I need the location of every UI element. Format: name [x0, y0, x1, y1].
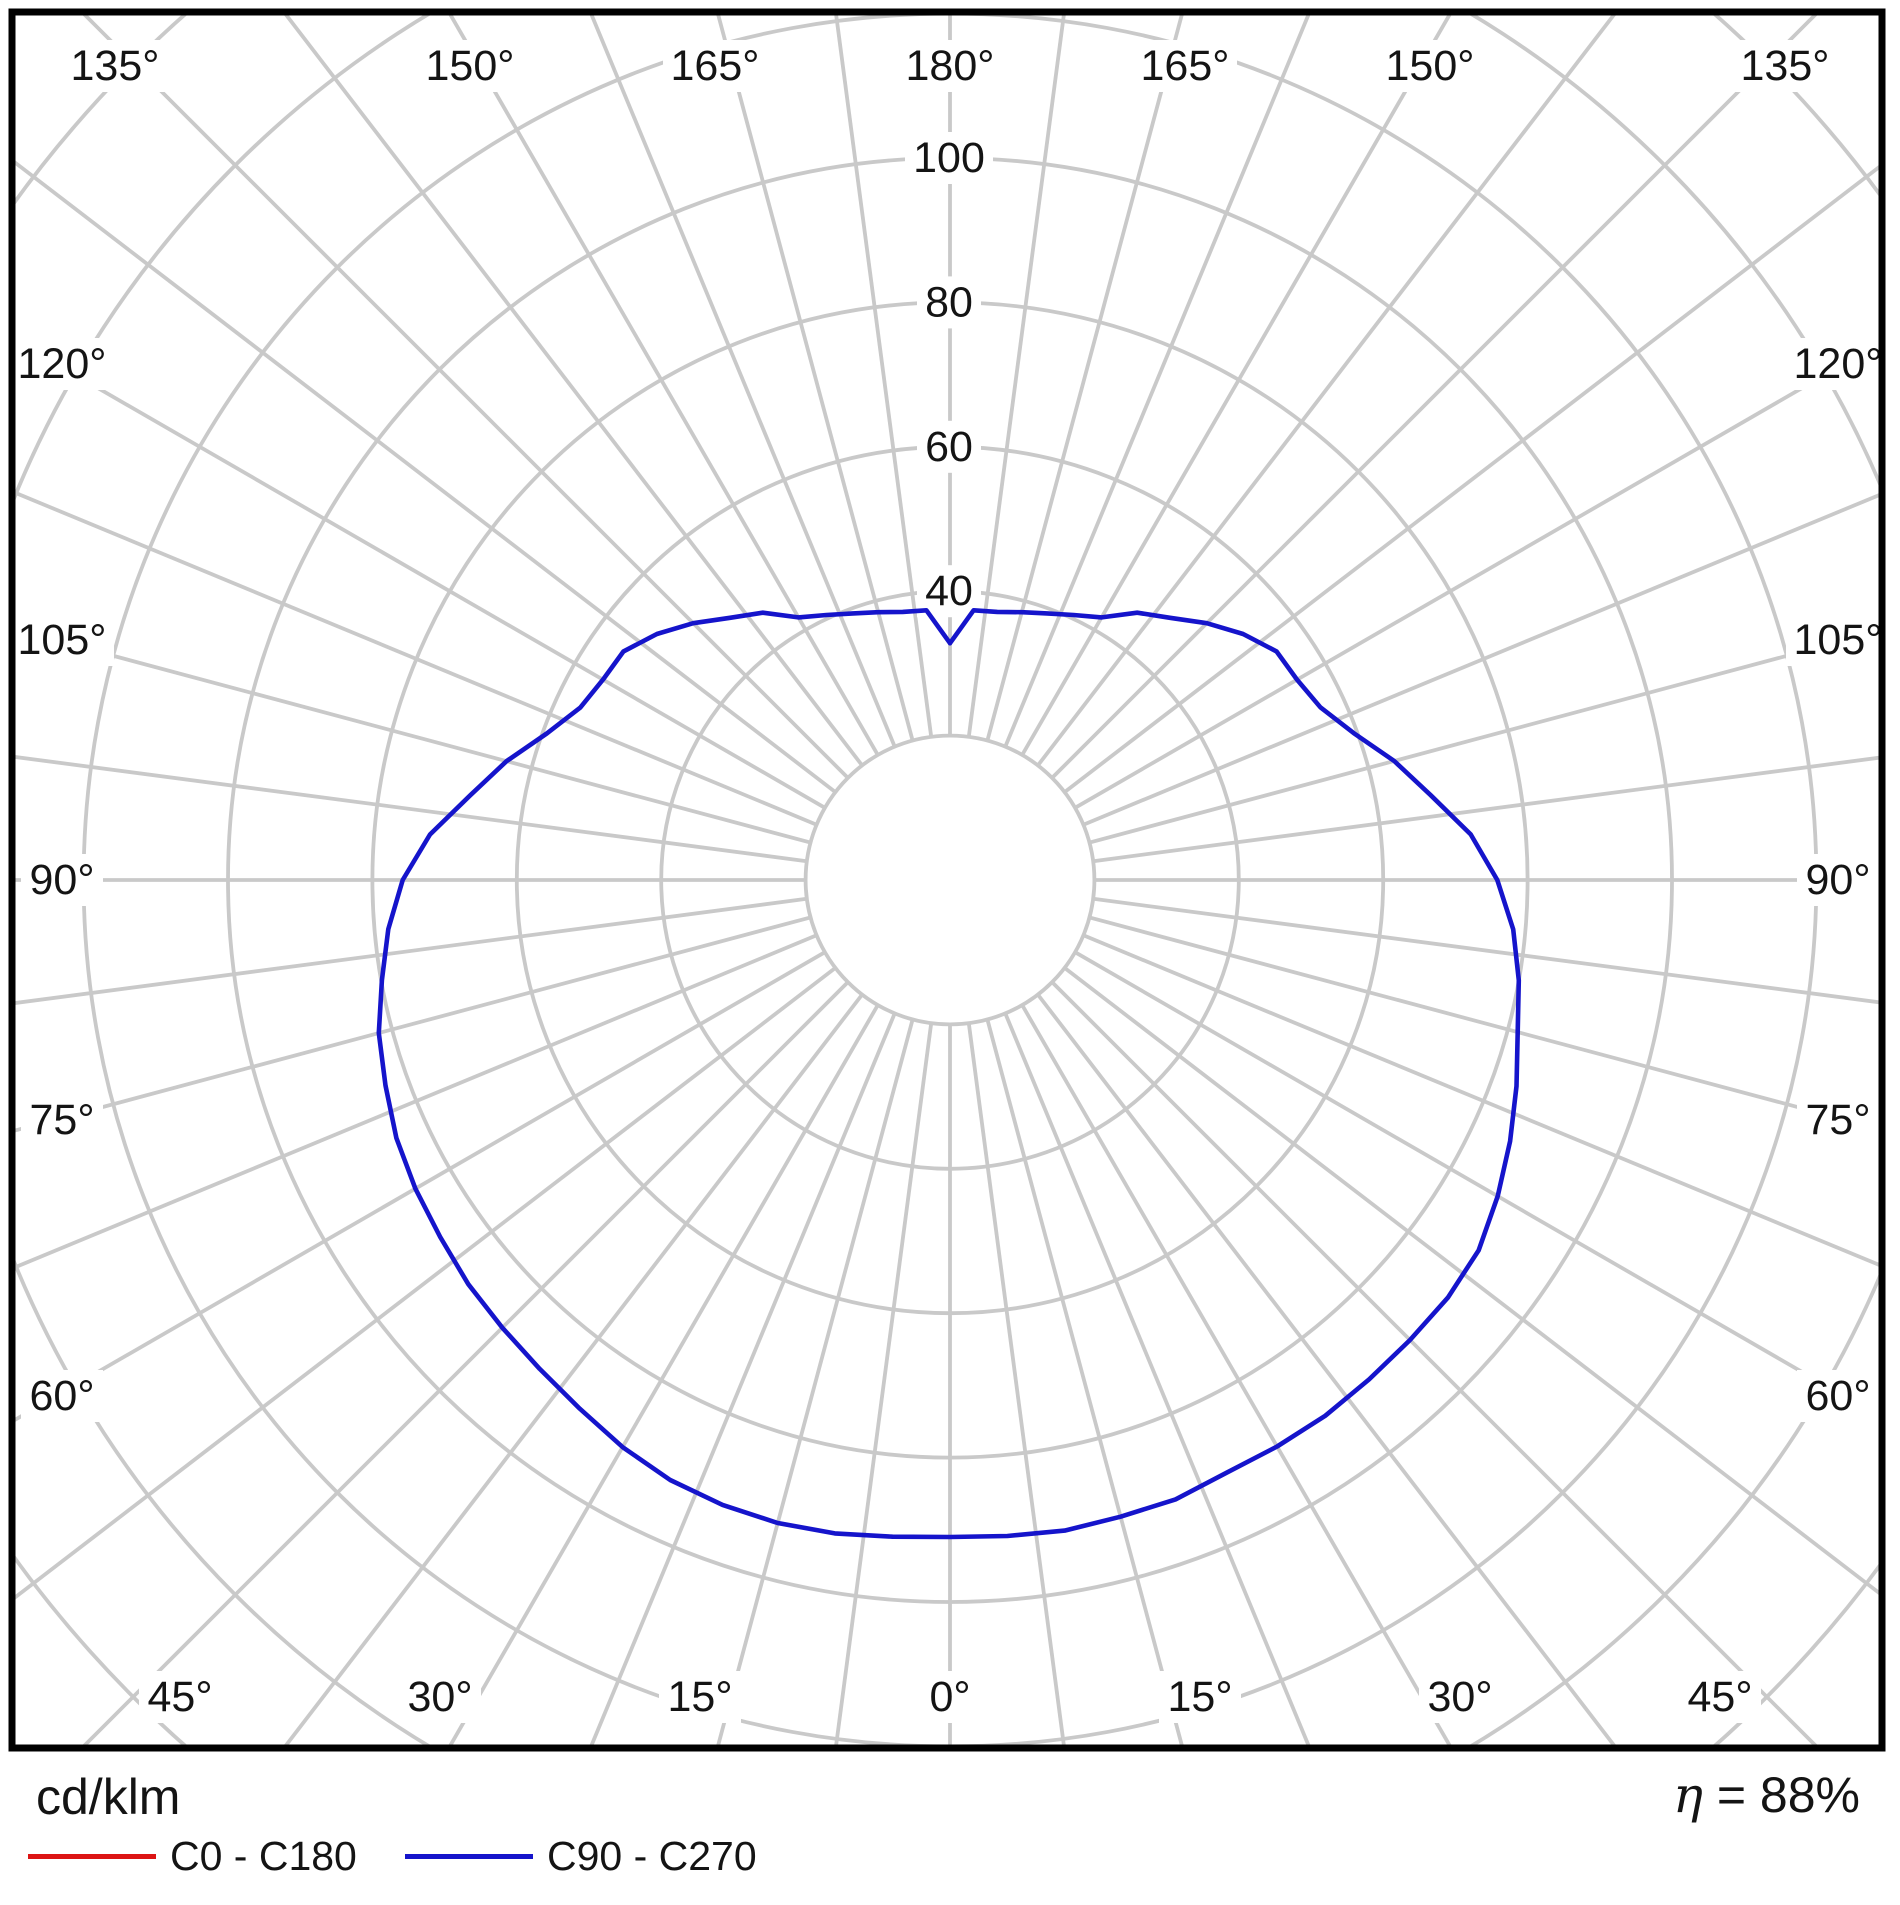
angle-label: 105° [1794, 616, 1883, 664]
grid-ray [250, 1005, 878, 1900]
legend: C0 - C180 C90 - C270 [0, 1826, 1900, 1886]
angle-label: 30° [407, 1673, 472, 1721]
angle-label: 75° [29, 1096, 94, 1144]
legend-label-c90-c270: C90 - C270 [547, 1826, 757, 1886]
efficiency-value: = 88% [1717, 1767, 1860, 1823]
legend-item-c90-c270: C90 - C270 [405, 1826, 757, 1886]
angle-label: 150° [1386, 42, 1475, 90]
eta-symbol: η [1673, 1766, 1703, 1824]
grid-ray [98, 0, 862, 765]
grid-ray [1065, 28, 1900, 792]
grid-circle [806, 736, 1095, 1025]
angle-label: 75° [1805, 1096, 1870, 1144]
grid-ray [1075, 180, 1900, 808]
angle-label: 135° [1741, 42, 1830, 90]
grid-ray [767, 0, 931, 737]
grid-ray [0, 952, 825, 1580]
angle-label: 120° [1794, 340, 1883, 388]
angle-label: 135° [71, 42, 160, 90]
angle-label: 165° [1141, 42, 1230, 90]
legend-label-c0-c180: C0 - C180 [170, 1826, 357, 1886]
grid-ray [1038, 0, 1802, 765]
angle-label: 150° [426, 42, 515, 90]
grid-ray [0, 968, 835, 1732]
grid-ray [987, 0, 1312, 741]
angle-label: 105° [18, 616, 107, 664]
angle-label: 15° [1167, 1673, 1232, 1721]
legend-item-c0-c180: C0 - C180 [28, 1826, 357, 1886]
grid-ray [0, 899, 807, 1063]
radial-tick-label: 100 [913, 134, 985, 182]
angle-label: 60° [1805, 1372, 1870, 1420]
angle-label: 45° [147, 1673, 212, 1721]
grid-ray [987, 1020, 1312, 1901]
grid-ray [588, 1020, 913, 1901]
c0-c180-line-swatch [28, 1854, 156, 1859]
efficiency-label: η = 88% [1673, 1766, 1860, 1824]
grid-ray [0, 344, 817, 825]
grid-ray [0, 28, 835, 792]
grid-ray [1022, 1005, 1650, 1900]
grid-ray [1083, 935, 1900, 1416]
angle-label: 180° [906, 42, 995, 90]
angle-label: 90° [1805, 856, 1870, 904]
grid-ray [0, 180, 825, 808]
grid-ray [588, 0, 913, 741]
c90-c270-line-swatch [405, 1854, 533, 1859]
unit-label: cd/klm [36, 1768, 180, 1826]
grid-ray [969, 0, 1133, 737]
angle-label: 0° [929, 1673, 970, 1721]
angle-label: 15° [667, 1673, 732, 1721]
grid-ray [1083, 344, 1900, 825]
angle-label: 90° [29, 856, 94, 904]
radial-tick-label: 40 [925, 567, 973, 615]
grid-ray [1093, 899, 1900, 1063]
angle-label: 165° [671, 42, 760, 90]
angle-label: 45° [1687, 1673, 1752, 1721]
radial-tick-label: 60 [925, 423, 973, 471]
angle-label: 30° [1427, 1673, 1492, 1721]
angle-label: 60° [29, 1372, 94, 1420]
radial-tick-label: 80 [925, 278, 973, 326]
grid-ray [1093, 697, 1900, 861]
grid-ray [1065, 968, 1900, 1732]
grid-ray [0, 697, 807, 861]
angle-label: 120° [18, 340, 107, 388]
